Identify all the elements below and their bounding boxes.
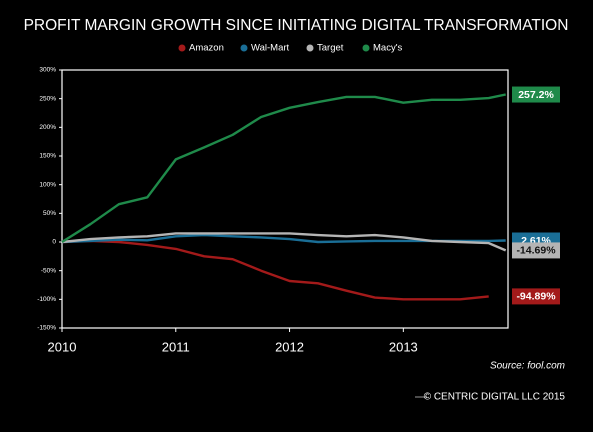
legend-marker [362,44,370,52]
y-tick-label: 0 [52,239,56,246]
end-label: -14.69% [516,245,556,257]
x-tick-label: 2013 [389,339,418,354]
legend-label: Target [317,43,344,54]
y-tick-label: 250% [39,95,56,102]
series-line [61,239,489,301]
y-tick-label: -50% [41,267,56,274]
x-tick-label: 2010 [48,339,77,354]
legend-label: Wal-Mart [251,43,290,54]
end-label: -94.89% [516,291,556,303]
legend-label: Macy's [373,43,403,54]
x-tick-label: 2011 [162,339,190,354]
y-tick-label: -150% [37,325,56,332]
legend-label: Amazon [189,43,224,54]
y-tick-label: 150% [39,153,56,160]
y-tick-label: 300% [39,67,56,74]
y-tick-label: -100% [37,296,56,303]
footer: © CENTRIC DIGITAL LLC 2015 [424,392,566,403]
legend-marker [240,44,248,52]
end-label-box [512,242,560,259]
end-label: 257.2% [518,89,554,101]
end-label-box [512,86,560,103]
x-tick-label: 2012 [275,339,304,354]
legend-marker [178,44,186,52]
y-tick-label: 200% [39,124,56,131]
series-line [61,232,507,252]
y-tick-label: 50% [43,210,56,217]
end-label-box [512,288,560,305]
series-line [61,93,506,244]
plot-frame [61,69,509,329]
legend-marker [306,44,314,52]
source: Source: fool.com [490,361,565,372]
chart-title: PROFIT MARGIN GROWTH SINCE INITIATING DI… [24,17,569,34]
y-tick-label: 100% [39,181,56,188]
